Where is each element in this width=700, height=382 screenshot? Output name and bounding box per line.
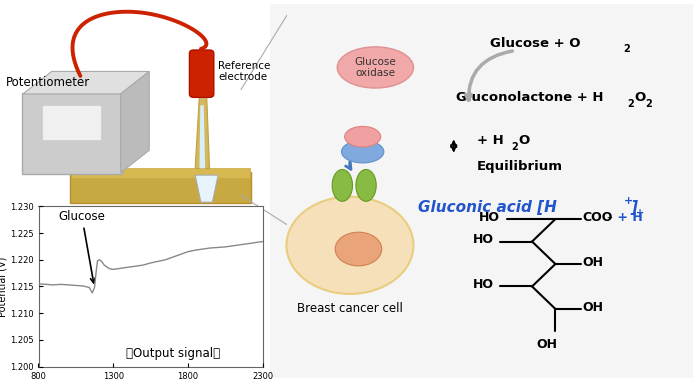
- Y-axis label: Potential (V): Potential (V): [0, 256, 7, 317]
- Text: O: O: [518, 134, 529, 147]
- FancyBboxPatch shape: [70, 172, 251, 203]
- Polygon shape: [23, 71, 149, 94]
- Text: OH: OH: [582, 256, 603, 269]
- Text: ]: ]: [631, 200, 638, 215]
- Text: OH: OH: [536, 338, 557, 351]
- FancyBboxPatch shape: [190, 50, 214, 97]
- Ellipse shape: [332, 170, 353, 201]
- Ellipse shape: [286, 197, 414, 294]
- Text: ISFET: ISFET: [179, 216, 211, 229]
- Text: Glucose + O: Glucose + O: [490, 37, 580, 50]
- Ellipse shape: [344, 126, 381, 147]
- Ellipse shape: [337, 47, 414, 88]
- Text: COO: COO: [582, 211, 612, 224]
- Polygon shape: [195, 94, 209, 168]
- Text: +: +: [624, 196, 633, 207]
- Text: Gluconolactone + H: Gluconolactone + H: [456, 91, 603, 104]
- Text: +: +: [636, 208, 645, 218]
- Text: 2: 2: [512, 142, 519, 152]
- Text: 2: 2: [623, 44, 630, 55]
- FancyBboxPatch shape: [42, 105, 102, 140]
- Text: HO: HO: [473, 278, 494, 291]
- FancyBboxPatch shape: [22, 93, 122, 174]
- Text: 2: 2: [627, 99, 634, 109]
- Text: OH: OH: [582, 301, 603, 314]
- Text: + H: + H: [612, 211, 643, 224]
- Text: 【Output signal】: 【Output signal】: [126, 347, 220, 360]
- Text: Glucose
oxidase: Glucose oxidase: [354, 57, 396, 78]
- Text: 2: 2: [645, 99, 652, 109]
- Text: O: O: [635, 91, 646, 104]
- Text: Potentiometer: Potentiometer: [6, 76, 90, 89]
- Polygon shape: [195, 175, 218, 202]
- Ellipse shape: [342, 141, 384, 163]
- Text: + H: + H: [477, 134, 504, 147]
- Ellipse shape: [356, 170, 376, 201]
- FancyBboxPatch shape: [253, 0, 700, 382]
- Text: Glucose: Glucose: [58, 210, 105, 283]
- Text: Gluconic acid [H: Gluconic acid [H: [418, 200, 556, 215]
- Ellipse shape: [335, 232, 382, 266]
- FancyBboxPatch shape: [71, 168, 250, 178]
- Text: Reference
electrode: Reference electrode: [218, 61, 270, 82]
- Text: HO: HO: [479, 211, 500, 224]
- Text: Breast cancer cell: Breast cancer cell: [297, 303, 403, 316]
- Text: Equilibrium: Equilibrium: [477, 160, 563, 173]
- Polygon shape: [199, 105, 205, 168]
- Polygon shape: [120, 71, 149, 173]
- Text: HO: HO: [473, 233, 494, 246]
- Text: ⁻: ⁻: [606, 215, 612, 225]
